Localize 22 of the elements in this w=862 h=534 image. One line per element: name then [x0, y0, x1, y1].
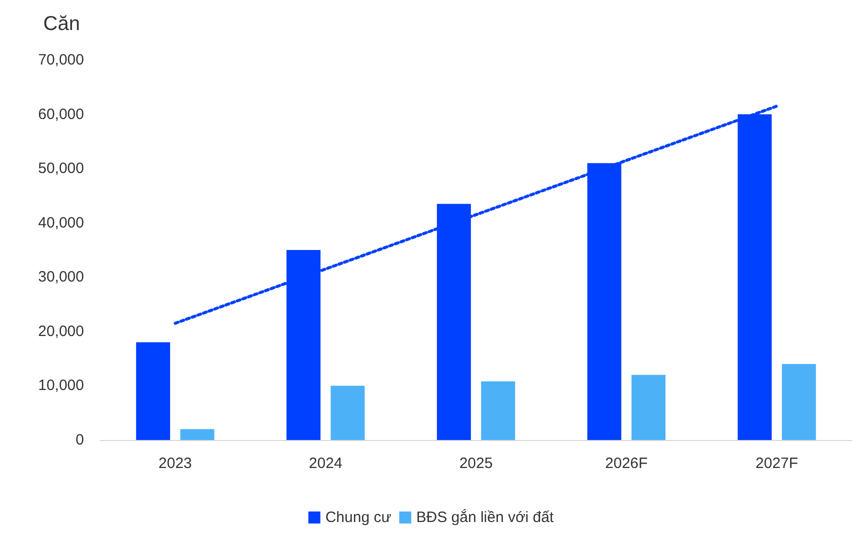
bar — [632, 374, 666, 440]
y-tick-label: 60,000 — [38, 106, 84, 123]
bar — [136, 342, 170, 440]
y-tick-label: 70,000 — [38, 52, 84, 68]
x-tick-label: 2025 — [459, 455, 493, 472]
y-tick-label: 20,000 — [38, 322, 84, 340]
y-tick-label: 10,000 — [38, 377, 84, 394]
y-tick-label: 0 — [76, 432, 84, 448]
bar — [180, 429, 214, 440]
x-tick-label: 2023 — [158, 455, 192, 472]
legend-label: BĐS gắn liền với đất — [416, 508, 554, 526]
y-tick-label: 50,000 — [38, 160, 84, 178]
x-tick-label: 2024 — [308, 455, 342, 472]
bar — [481, 381, 516, 440]
bar — [330, 386, 365, 440]
x-tick-label: 2027F — [756, 455, 798, 472]
bar — [782, 364, 816, 440]
y-axis-title: Căn — [43, 13, 80, 35]
legend-label: Chung cư — [325, 509, 392, 526]
x-tick-label: 2026F — [605, 455, 648, 472]
y-tick-label: 30,000 — [38, 268, 84, 286]
y-tick-label: 40,000 — [38, 214, 84, 232]
